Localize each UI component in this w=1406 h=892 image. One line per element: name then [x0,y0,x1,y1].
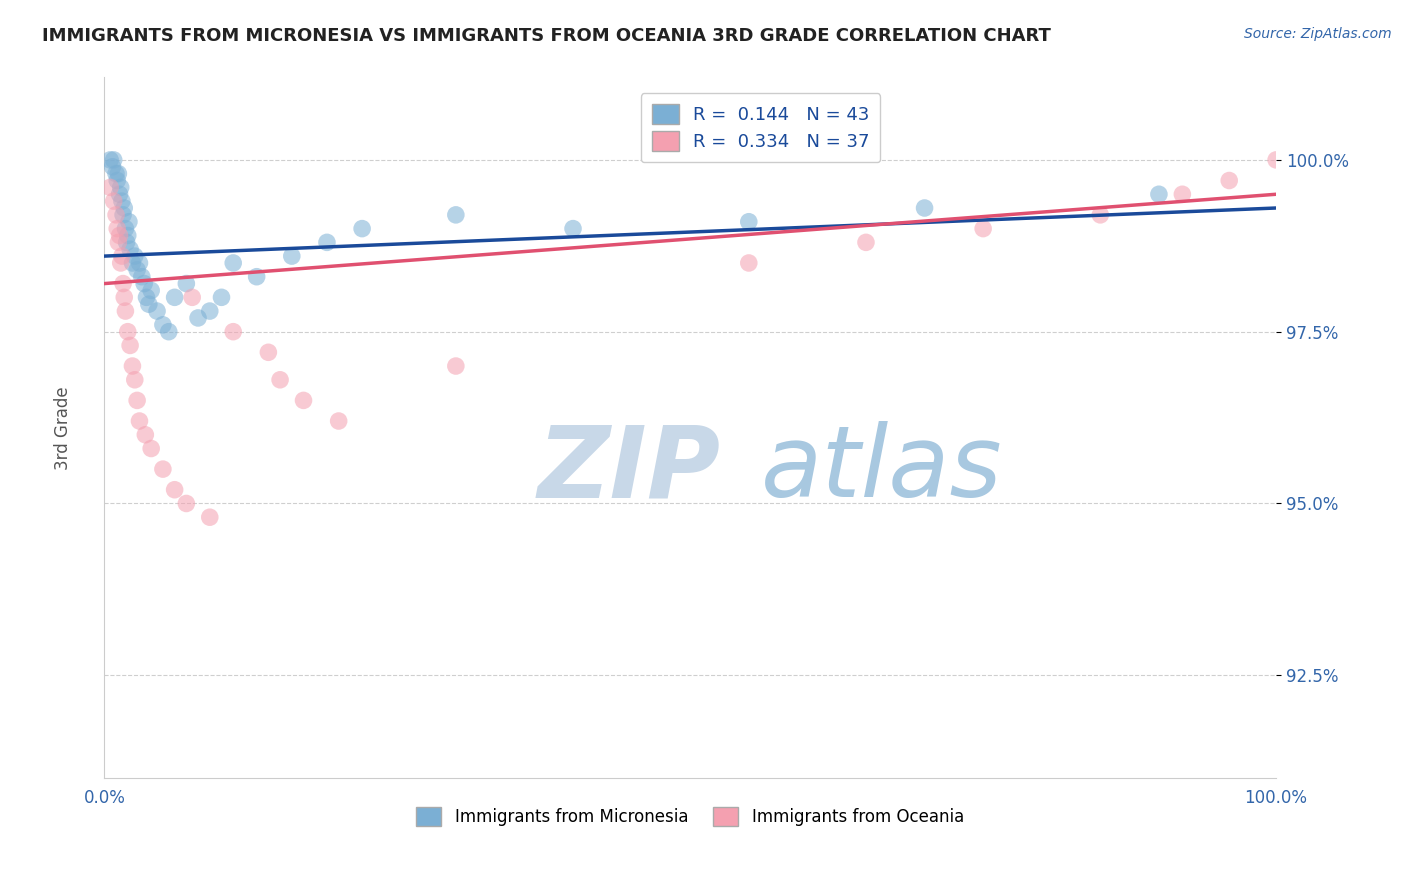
Point [444,359,467,373]
Point [108,187,131,202]
Point [738,215,761,229]
Point [1171,187,1194,202]
Point [114,304,136,318]
Point [117,228,139,243]
Point [111,194,134,208]
Point [738,256,761,270]
Text: IMMIGRANTS FROM MICRONESIA VS IMMIGRANTS FROM OCEANIA 3RD GRADE CORRELATION CHAR: IMMIGRANTS FROM MICRONESIA VS IMMIGRANTS… [42,27,1052,45]
Point [127,263,149,277]
Point [914,201,936,215]
Text: 3rd Grade: 3rd Grade [55,386,72,470]
Point [138,297,160,311]
Point [114,221,136,235]
Point [281,249,304,263]
Point [181,290,204,304]
Point [163,290,186,304]
Point [107,167,129,181]
Point [157,325,180,339]
Point [328,414,350,428]
Point [107,235,129,250]
Point [141,284,163,298]
Point [124,249,146,263]
Point [257,345,280,359]
Point [134,427,156,442]
Point [103,194,125,208]
Point [118,215,141,229]
Point [1147,187,1170,202]
Point [316,235,339,250]
Point [855,235,877,250]
Point [112,277,135,291]
Text: 0.0%: 0.0% [83,789,125,806]
Point [134,277,156,291]
Point [211,290,233,304]
Point [120,338,142,352]
Point [146,304,169,318]
Point [98,153,121,167]
Point [187,310,209,325]
Point [176,496,198,510]
Point [98,180,121,194]
Point [152,318,174,332]
Point [135,290,157,304]
Point [105,221,128,235]
Point [269,373,291,387]
Point [1090,208,1112,222]
Point [111,249,134,263]
Point [128,414,150,428]
Point [120,242,142,256]
Point [562,221,585,235]
Point [163,483,186,497]
Point [198,510,221,524]
Text: Source: ZipAtlas.com: Source: ZipAtlas.com [1244,27,1392,41]
Point [198,304,221,318]
Point [110,256,132,270]
Point [292,393,315,408]
Point [117,325,139,339]
Point [141,442,163,456]
Point [112,201,135,215]
Point [112,208,135,222]
Text: 100.0%: 100.0% [1244,789,1308,806]
Point [105,167,128,181]
Point [1265,153,1288,167]
Point [127,393,149,408]
Point [1218,173,1240,187]
Point [105,173,128,187]
Point [972,221,994,235]
Point [108,228,131,243]
Point [112,290,135,304]
Point [222,256,245,270]
Legend: Immigrants from Micronesia, Immigrants from Oceania: Immigrants from Micronesia, Immigrants f… [409,801,970,832]
Point [176,277,198,291]
Point [101,160,124,174]
Point [246,269,269,284]
Text: atlas: atlas [761,421,1002,518]
Point [121,256,143,270]
Point [131,269,153,284]
Point [121,359,143,373]
Point [103,153,125,167]
Point [152,462,174,476]
Point [110,180,132,194]
Point [352,221,374,235]
Text: ZIP: ZIP [538,421,721,518]
Point [115,235,138,250]
Point [444,208,467,222]
Point [105,208,128,222]
Point [128,256,150,270]
Point [222,325,245,339]
Point [124,373,146,387]
